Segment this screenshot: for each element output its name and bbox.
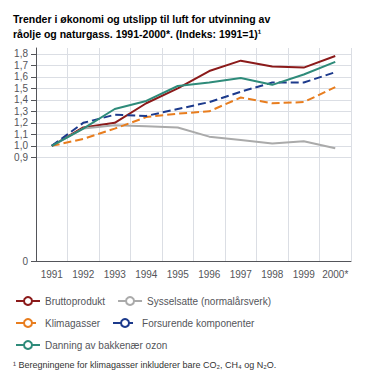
svg-text:1998: 1998 (261, 269, 284, 280)
svg-text:Forsurende komponenter: Forsurende komponenter (142, 318, 255, 329)
svg-text:Danning av bakkenær ozon: Danning av bakkenær ozon (45, 340, 167, 351)
svg-text:0,9: 0,9 (14, 152, 28, 163)
svg-text:1,7: 1,7 (14, 60, 28, 71)
svg-text:Sysselsatte (normalårsverk): Sysselsatte (normalårsverk) (147, 296, 271, 307)
svg-text:1995: 1995 (167, 269, 190, 280)
svg-text:råolje og naturgass. 1991-2000: råolje og naturgass. 1991-2000*. (Indeks… (13, 28, 262, 40)
svg-text:1,2: 1,2 (14, 117, 28, 128)
svg-text:1996: 1996 (198, 269, 221, 280)
svg-text:1992: 1992 (72, 269, 95, 280)
svg-text:1,5: 1,5 (14, 83, 28, 94)
svg-text:1,4: 1,4 (14, 94, 28, 105)
svg-text:0: 0 (22, 256, 28, 267)
svg-text:¹ Beregningene for klimagasser: ¹ Beregningene for klimagasser inkludere… (13, 360, 276, 370)
svg-text:1999: 1999 (293, 269, 316, 280)
svg-text:Bruttoprodukt: Bruttoprodukt (45, 296, 105, 307)
svg-text:1,8: 1,8 (14, 48, 28, 59)
svg-text:Klimagasser: Klimagasser (45, 318, 101, 329)
svg-text:1,0: 1,0 (14, 140, 28, 151)
svg-text:1994: 1994 (135, 269, 158, 280)
svg-text:1991: 1991 (41, 269, 64, 280)
svg-text:1,1: 1,1 (14, 129, 28, 140)
svg-text:1997: 1997 (230, 269, 253, 280)
svg-text:1,6: 1,6 (14, 71, 28, 82)
svg-text:2000*: 2000* (322, 269, 348, 280)
svg-text:Trender i økonomi og utslipp t: Trender i økonomi og utslipp til luft fo… (13, 13, 270, 25)
svg-text:1,3: 1,3 (14, 106, 28, 117)
svg-text:1993: 1993 (104, 269, 127, 280)
